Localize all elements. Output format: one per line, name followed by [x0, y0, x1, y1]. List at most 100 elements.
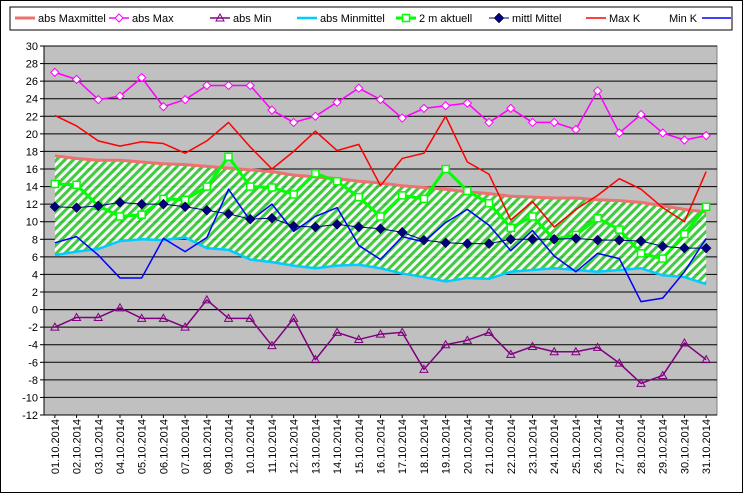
data-point	[461, 238, 473, 250]
series-line	[54, 154, 707, 214]
y-tick-label: 0	[32, 305, 38, 317]
x-tick-label: 18.10.2014	[419, 419, 431, 474]
y-tick-label: 8	[32, 234, 38, 246]
series-line	[54, 188, 707, 303]
data-point	[158, 101, 169, 112]
data-point	[679, 242, 690, 254]
data-point	[419, 103, 429, 114]
data-point	[549, 117, 559, 128]
y-tick-label: 26	[26, 76, 38, 88]
y-tick-label: -8	[28, 375, 38, 387]
data-point	[506, 103, 516, 114]
data-point	[223, 80, 234, 91]
data-point	[614, 128, 625, 138]
data-point	[311, 169, 320, 178]
data-point	[593, 213, 602, 223]
x-tick-label: 22.10.2014	[506, 419, 518, 474]
data-point	[137, 210, 146, 219]
legend-marker	[493, 12, 505, 24]
x-tick-label: 17.10.2014	[397, 419, 409, 474]
data-point	[658, 128, 668, 138]
x-tick-label: 05.10.2014	[137, 419, 149, 474]
data-point	[701, 202, 711, 212]
data-point	[528, 212, 537, 221]
y-tick-label: 10	[26, 217, 38, 229]
series-mittl-mittel	[49, 197, 712, 254]
y-tick-label: -12	[22, 410, 38, 422]
series-line	[54, 114, 707, 228]
data-point	[592, 86, 603, 96]
data-point	[375, 223, 386, 235]
x-tick-label: 16.10.2014	[376, 419, 388, 474]
x-tick-label: 04.10.2014	[115, 419, 127, 474]
x-tick-label: 28.10.2014	[636, 419, 648, 474]
data-point	[571, 346, 581, 356]
data-point	[310, 111, 321, 121]
data-point	[505, 349, 516, 358]
y-tick-label: 28	[26, 59, 38, 71]
data-point	[700, 242, 712, 254]
data-point	[548, 233, 560, 245]
data-point	[397, 327, 408, 336]
legend-label: Min K	[669, 13, 698, 25]
data-point	[462, 335, 473, 344]
series-line	[54, 236, 707, 286]
data-point	[636, 109, 646, 120]
data-point	[180, 322, 190, 331]
data-point	[506, 223, 516, 233]
data-point	[592, 234, 603, 246]
data-point	[614, 358, 625, 367]
y-tick-label: 24	[26, 94, 38, 106]
data-point	[50, 179, 60, 189]
legend-item: abs Minmittel	[297, 13, 385, 25]
data-point	[93, 94, 103, 105]
data-point	[224, 152, 233, 161]
data-point	[441, 164, 450, 174]
data-point	[353, 221, 365, 233]
data-point	[115, 91, 125, 101]
data-point	[440, 339, 451, 349]
data-point	[202, 80, 212, 91]
data-point	[288, 117, 299, 128]
x-tick-label: 11.10.2014	[267, 419, 279, 473]
data-point	[418, 234, 430, 246]
y-tick-label: 2	[32, 287, 38, 299]
data-point	[71, 202, 82, 214]
data-point	[679, 135, 690, 145]
data-point	[484, 327, 494, 336]
data-point	[657, 240, 669, 252]
x-tick-label: 01.10.2014	[50, 419, 62, 474]
x-tick-label: 25.10.2014	[571, 419, 583, 474]
y-tick-label: 30	[26, 41, 38, 53]
y-tick-label: -10	[22, 392, 38, 404]
data-point	[331, 218, 343, 230]
data-point	[245, 80, 255, 91]
x-tick-label: 19.10.2014	[441, 419, 453, 474]
series-line	[54, 299, 707, 385]
data-point	[571, 124, 581, 135]
legend-item: Min K	[669, 13, 731, 25]
x-tick-label: 09.10.2014	[224, 419, 236, 474]
data-point	[657, 370, 668, 379]
data-point	[288, 313, 299, 322]
y-tick-label: -4	[28, 340, 38, 352]
x-axis: 01.10.2014 02.10.2014 03.10.2014 04.10.2014…	[50, 415, 713, 474]
legend-marker	[215, 12, 225, 22]
series-min-k	[54, 188, 707, 303]
data-point	[136, 313, 147, 322]
data-point	[267, 183, 277, 192]
data-point	[680, 229, 689, 239]
x-tick-label: 10.10.2014	[245, 419, 257, 474]
data-point	[332, 97, 342, 107]
data-point	[635, 235, 647, 247]
y-tick-label: 22	[26, 111, 38, 123]
x-tick-label: 20.10.2014	[462, 419, 474, 474]
legend-item: abs Min	[210, 12, 272, 25]
data-point	[332, 177, 342, 186]
x-tick-label: 07.10.2014	[180, 419, 192, 474]
x-tick-label: 23.10.2014	[527, 419, 539, 474]
data-point	[658, 254, 667, 263]
data-point	[396, 226, 408, 238]
data-point	[354, 83, 364, 93]
